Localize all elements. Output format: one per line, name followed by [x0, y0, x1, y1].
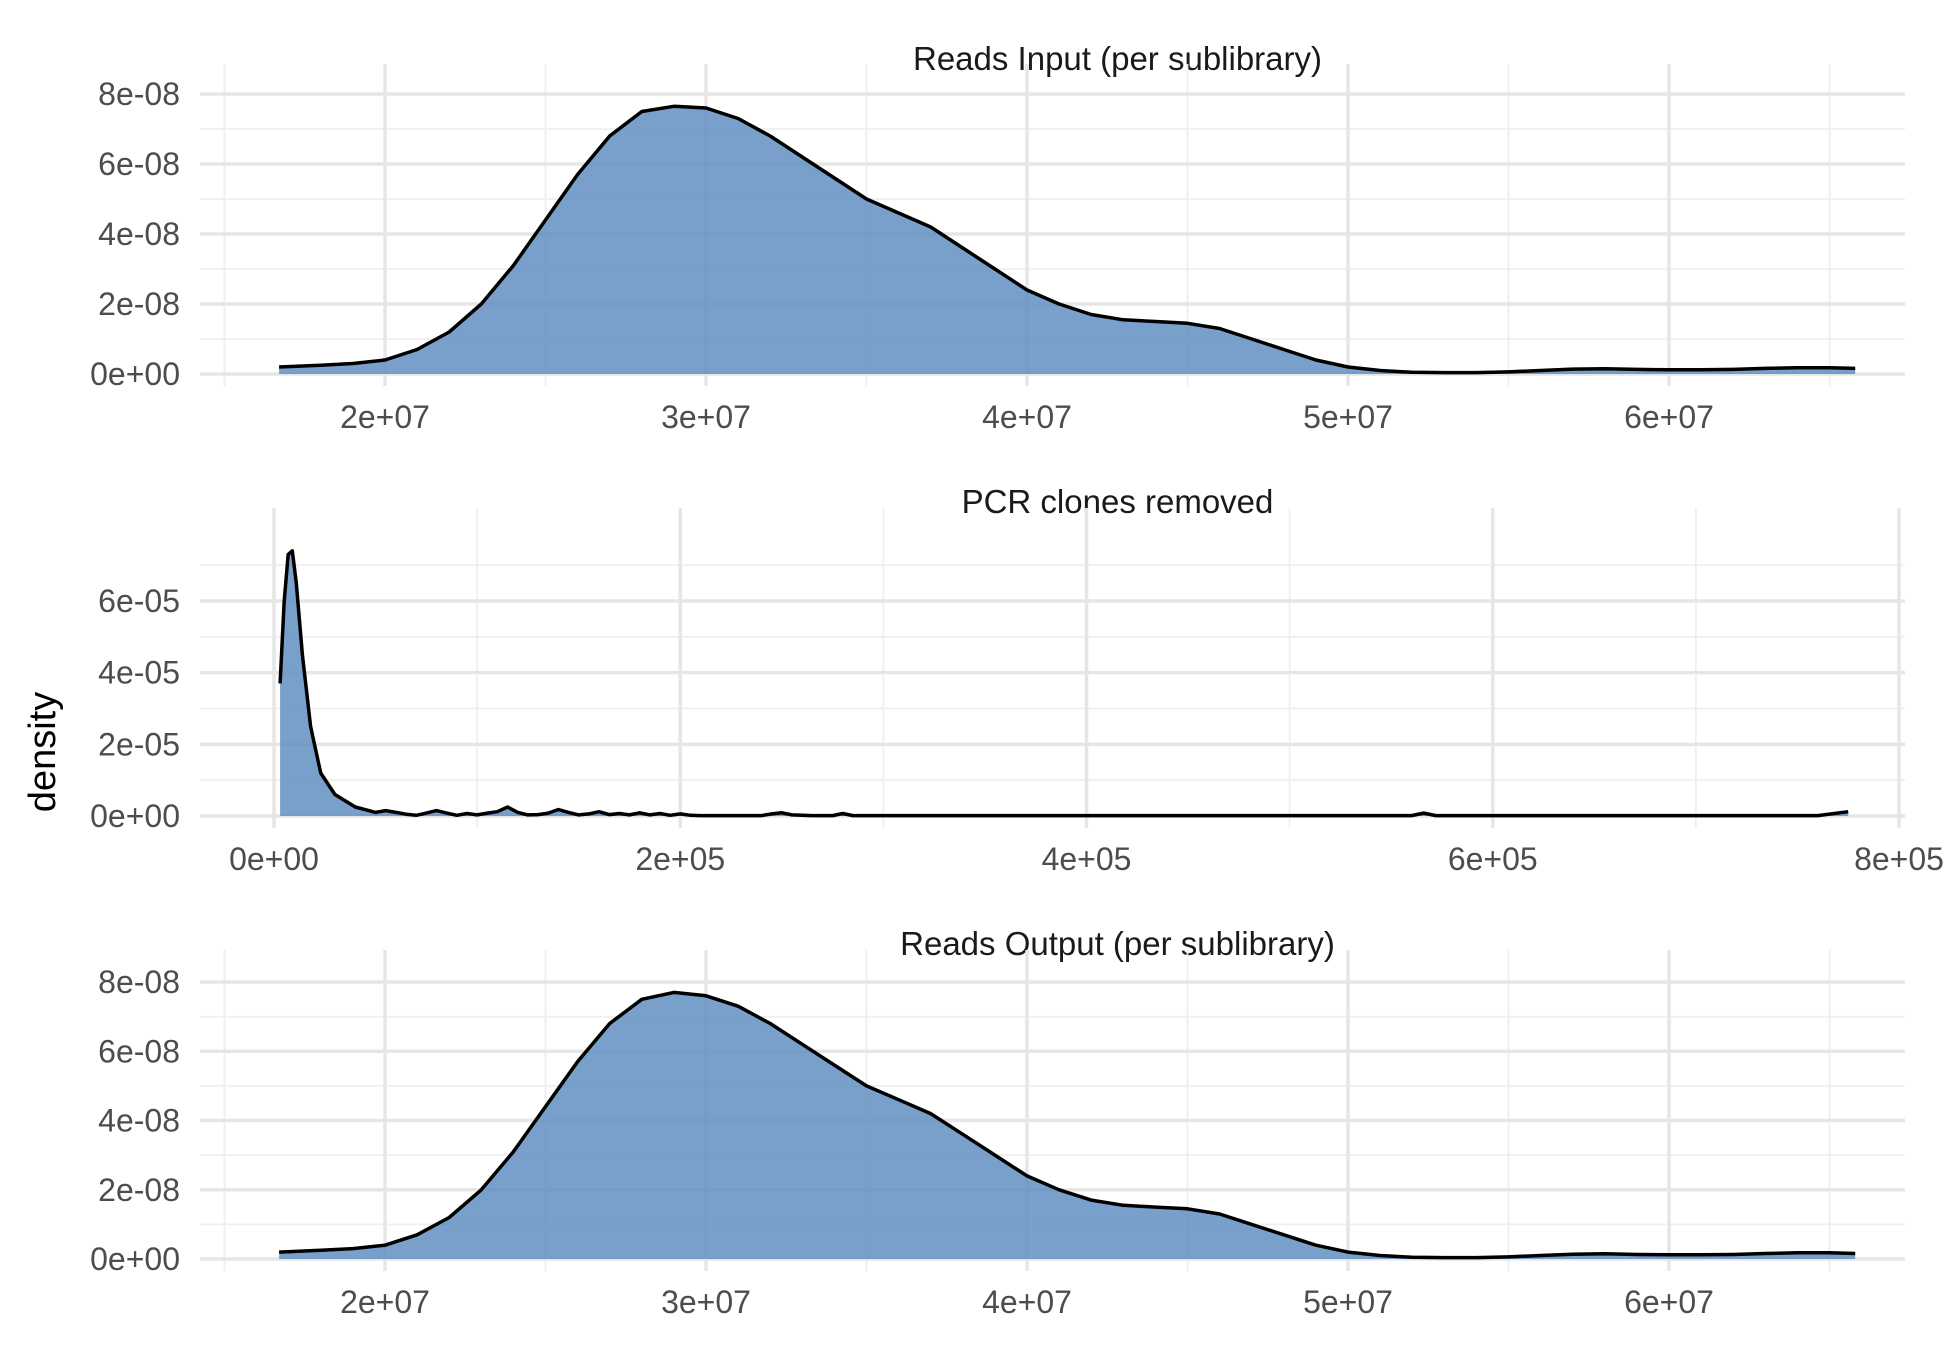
- x-tick-label: 2e+07: [340, 399, 430, 435]
- density-area: [280, 550, 1849, 816]
- x-tick-label: 2e+07: [340, 1284, 430, 1320]
- density-area: [279, 106, 1856, 375]
- panel-title: PCR clones removed: [962, 483, 1274, 520]
- y-tick-label: 2e-08: [98, 1172, 180, 1208]
- y-tick-label: 8e-08: [98, 964, 180, 1000]
- x-tick-label: 3e+07: [661, 399, 751, 435]
- x-tick-label: 2e+05: [635, 841, 725, 877]
- density-area: [279, 992, 1856, 1259]
- y-tick-label: 6e-08: [98, 1033, 180, 1069]
- density-curve: [279, 990, 1856, 1260]
- x-tick-label: 4e+07: [982, 399, 1072, 435]
- panel-2: PCR clones removed 0e+00 2e-05 4e-05 6e-05 0e…: [90, 483, 1944, 877]
- x-tick-label: 4e+07: [982, 1284, 1072, 1320]
- y-tick-label: 6e-05: [98, 583, 180, 619]
- y-axis-label: density: [22, 692, 64, 812]
- x-tick-label: 5e+07: [1303, 1284, 1393, 1320]
- y-tick-label: 0e+00: [90, 356, 180, 392]
- y-tick-label: 4e-08: [98, 1103, 180, 1139]
- x-tick-label: 6e+07: [1624, 1284, 1714, 1320]
- x-tick-label: 6e+05: [1448, 841, 1538, 877]
- y-tick-label: 4e-05: [98, 655, 180, 691]
- x-tick-label: 5e+07: [1303, 399, 1393, 435]
- panel-title: Reads Output (per sublibrary): [900, 925, 1335, 962]
- panel-1: Reads Input (per sublibrary) 0e+00 2e-08 4e…: [90, 40, 1905, 435]
- y-tick-label: 2e-05: [98, 726, 180, 762]
- y-tick-label: 0e+00: [90, 798, 180, 834]
- y-tick-label: 2e-08: [98, 286, 180, 322]
- panel-title: Reads Input (per sublibrary): [913, 40, 1322, 77]
- panel-3: Reads Output (per sublibrary) 0e+00 2e-08 4…: [90, 925, 1905, 1320]
- density-curve: [279, 104, 1856, 375]
- density-curve: [278, 549, 1849, 818]
- x-tick-label: 4e+05: [1042, 841, 1132, 877]
- x-tick-label: 0e+00: [229, 841, 319, 877]
- x-tick-label: 3e+07: [661, 1284, 751, 1320]
- x-tick-label: 8e+05: [1854, 841, 1944, 877]
- y-tick-label: 0e+00: [90, 1241, 180, 1277]
- y-tick-label: 6e-08: [98, 146, 180, 182]
- y-tick-label: 4e-08: [98, 216, 180, 252]
- x-tick-label: 6e+07: [1624, 399, 1714, 435]
- y-tick-label: 8e-08: [98, 76, 180, 112]
